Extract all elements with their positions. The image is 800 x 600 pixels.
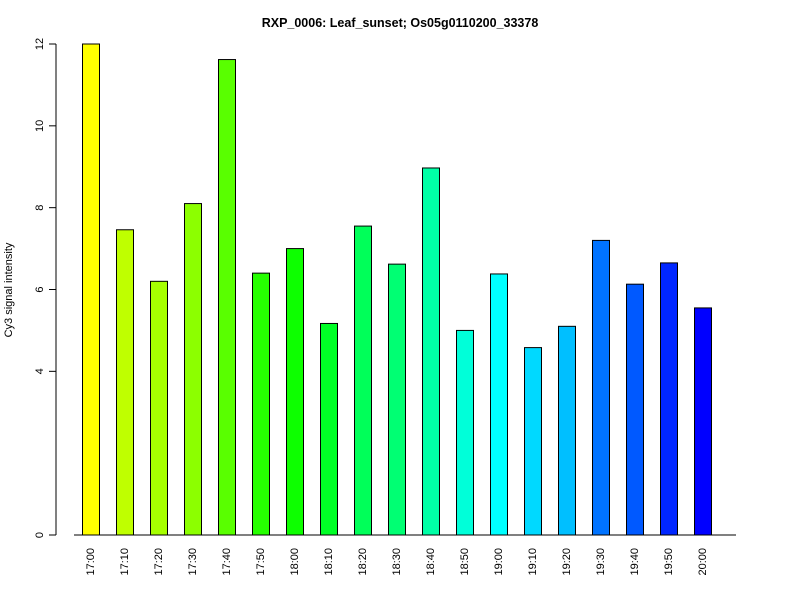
- y-axis-label: Cy3 signal intensity: [3, 242, 15, 337]
- x-tick-labels: 17:00 17:10 17:20 17:30 17:40 17:50 18:00 18:10…: [85, 548, 709, 576]
- bar-1830: [388, 263, 406, 536]
- bar-1750: [252, 272, 270, 536]
- x-tick-label: 18:30: [391, 548, 403, 576]
- x-tick-label: 19:50: [663, 548, 675, 576]
- y-tick-label: 8: [34, 205, 46, 211]
- bar-1850: [456, 329, 474, 536]
- bar-2000: [694, 307, 712, 536]
- bar-1950: [660, 262, 678, 536]
- x-tick-label: 18:40: [425, 548, 437, 576]
- y-tick-label: 4: [34, 368, 46, 374]
- y-tick-label: 10: [34, 120, 46, 132]
- x-tick-label: 19:30: [595, 548, 607, 576]
- bar-1710: [116, 229, 134, 536]
- x-tick-label: 17:40: [221, 548, 233, 576]
- y-tick-label: 6: [34, 286, 46, 292]
- bar-1730: [184, 203, 202, 536]
- x-tick-label: 17:30: [187, 548, 199, 576]
- x-tick-label: 18:50: [459, 548, 471, 576]
- x-tick-label: 18:00: [289, 548, 301, 576]
- bar-1940: [626, 283, 644, 536]
- bars: [82, 43, 712, 536]
- y-tick-label: 0: [34, 532, 46, 538]
- y-ticks: 0 4 6 8 10 12: [34, 38, 56, 538]
- x-tick-label: 19:00: [493, 548, 505, 576]
- bar-1900: [490, 273, 508, 536]
- y-tick-label: 12: [34, 38, 46, 50]
- bar-1930: [592, 239, 610, 536]
- x-tick-label: 19:10: [527, 548, 539, 576]
- x-tick-label: 18:10: [323, 548, 335, 576]
- x-tick-label: 20:00: [697, 548, 709, 576]
- bar-1740: [218, 59, 236, 536]
- x-tick-label: 17:10: [119, 548, 131, 576]
- x-tick-label: 19:20: [561, 548, 573, 576]
- x-tick-label: 17:20: [153, 548, 165, 576]
- bar-1800: [286, 248, 304, 536]
- bar-1840: [422, 167, 440, 536]
- x-tick-label: 17:50: [255, 548, 267, 576]
- bar-1920: [558, 325, 576, 536]
- x-tick-label: 18:20: [357, 548, 369, 576]
- bar-1820: [354, 225, 372, 536]
- chart-title: RXP_0006: Leaf_sunset; Os05g0110200_3337…: [262, 16, 539, 30]
- x-tick-label: 17:00: [85, 548, 97, 576]
- x-tick-label: 19:40: [629, 548, 641, 576]
- bar-1810: [320, 322, 338, 536]
- bar-1720: [150, 280, 168, 536]
- bar-1910: [524, 347, 542, 536]
- bar-1700: [82, 43, 100, 536]
